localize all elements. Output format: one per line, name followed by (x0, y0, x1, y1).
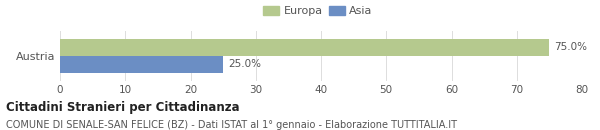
Text: COMUNE DI SENALE-SAN FELICE (BZ) - Dati ISTAT al 1° gennaio - Elaborazione TUTTI: COMUNE DI SENALE-SAN FELICE (BZ) - Dati … (6, 120, 457, 130)
Text: 25.0%: 25.0% (229, 59, 262, 69)
Text: Cittadini Stranieri per Cittadinanza: Cittadini Stranieri per Cittadinanza (6, 101, 239, 114)
Text: 75.0%: 75.0% (554, 42, 587, 52)
Bar (60, 56, 223, 73)
Bar (60, 39, 550, 56)
Legend: Europa, Asia: Europa, Asia (263, 6, 373, 16)
